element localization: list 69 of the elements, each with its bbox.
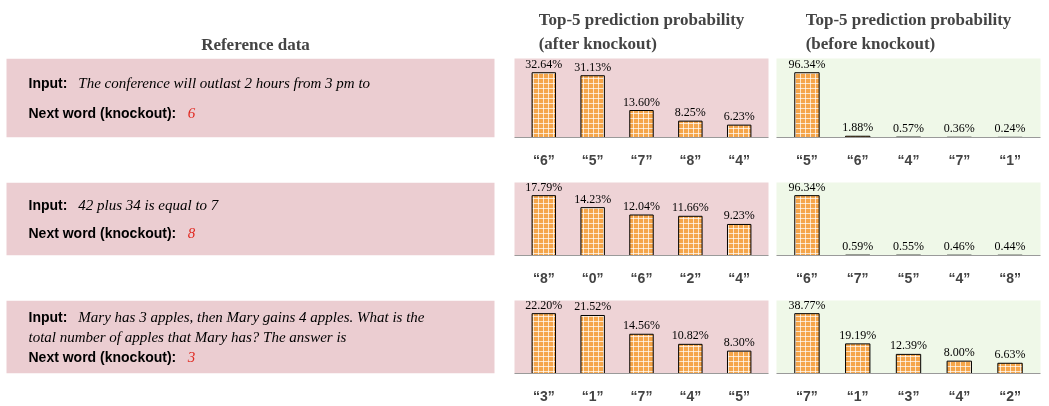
data-label: 14.23% (574, 191, 612, 206)
x-tick-label: “4” (679, 387, 702, 404)
text: Reference data (201, 34, 311, 54)
text: Input: Mary has 3 apples, then Mary gains 4 apples. What is the total number of apples that Mary has? The answer is (28, 308, 425, 345)
data-label: 0.55% (893, 239, 924, 254)
data-label: 32.64% (525, 56, 563, 71)
x-tick-label: “2” (679, 269, 702, 286)
chart-title: Top-5 prediction probability (after knockout) (538, 9, 745, 54)
x-tick-label: “5” (728, 387, 751, 404)
x-tick-label: “7” (846, 269, 869, 286)
data-label: 0.46% (943, 239, 975, 254)
x-tick-label: “4” (948, 269, 971, 286)
text: Next word (knockout): 3 (28, 349, 196, 366)
x-tick-label: “7” (630, 151, 653, 168)
x-tick-label: “4” (897, 151, 920, 168)
data-label: 17.79% (525, 179, 563, 194)
data-label: 13.60% (623, 94, 660, 109)
data-label: 0.57% (893, 121, 924, 136)
data-label: 0.36% (943, 121, 975, 136)
data-label: 12.04% (623, 199, 660, 213)
x-tick-label: “1” (999, 151, 1021, 168)
data-label: 8.30% (723, 335, 755, 350)
x-tick-label: “5” (581, 151, 604, 168)
data-label: 8.25% (674, 105, 706, 120)
x-tick-label: “7” (630, 387, 653, 404)
x-tick-label: “8” (532, 269, 555, 286)
data-label: 14.56% (623, 318, 660, 333)
x-tick-label: “7” (948, 151, 971, 168)
x-tick-label: “2” (999, 387, 1021, 404)
chart-title: Top-5 prediction probability (before knockout) (805, 9, 1012, 54)
text: Input: The conference will outlast 2 hours from 3 pm to (28, 74, 371, 91)
data-label: 6.63% (994, 347, 1026, 362)
x-tick-label: “3” (897, 387, 920, 404)
x-tick-label: “8” (999, 269, 1021, 286)
data-label: 10.82% (671, 328, 709, 343)
data-label: 0.44% (994, 239, 1026, 254)
data-label: 19.19% (839, 327, 877, 342)
x-tick-label: “6” (796, 269, 818, 286)
x-tick-label: “4” (948, 387, 971, 404)
data-label: 38.77% (788, 297, 826, 312)
data-label: 8.00% (943, 345, 975, 360)
x-tick-label: “5” (796, 151, 818, 168)
data-label: 22.20% (525, 297, 563, 312)
x-tick-label: “6” (846, 151, 869, 168)
data-label: 12.39% (890, 338, 927, 353)
x-tick-label: “4” (728, 269, 751, 286)
x-tick-label: “1” (581, 387, 604, 404)
x-tick-label: “6” (630, 269, 653, 286)
x-tick-label: “6” (532, 151, 555, 168)
x-tick-label: “4” (728, 151, 751, 168)
x-tick-label: “3” (532, 387, 555, 404)
data-label: 6.23% (723, 109, 755, 124)
x-tick-label: “7” (796, 387, 818, 404)
text: Input: 42 plus 34 is equal to 7 (28, 196, 220, 213)
data-label: 11.66% (672, 200, 709, 215)
x-tick-label: “1” (846, 387, 869, 404)
x-tick-label: “8” (679, 151, 702, 168)
data-label: 1.88% (842, 120, 874, 135)
text: Next word (knockout): 8 (28, 225, 196, 242)
data-label: 21.52% (574, 299, 612, 314)
data-label: 0.59% (842, 239, 874, 254)
x-tick-label: “0” (581, 269, 604, 286)
data-label: 96.34% (788, 179, 826, 194)
text: Next word (knockout): 6 (28, 105, 196, 122)
data-label: 9.23% (723, 208, 755, 223)
x-tick-label: “5” (897, 269, 920, 286)
data-label: 31.13% (574, 59, 612, 74)
data-label: 96.34% (788, 56, 826, 71)
data-label: 0.24% (994, 121, 1026, 136)
